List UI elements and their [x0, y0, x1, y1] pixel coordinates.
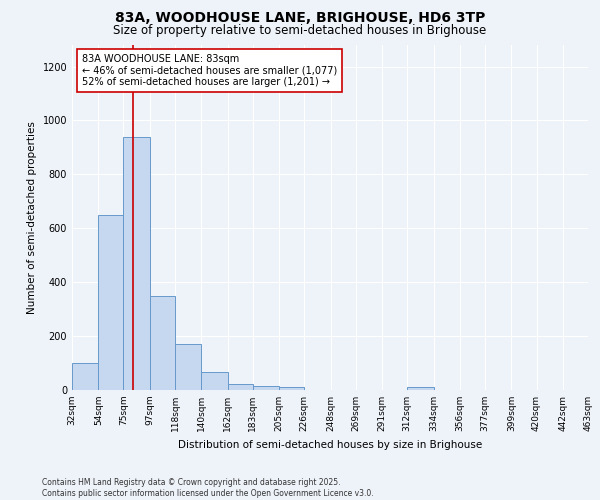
X-axis label: Distribution of semi-detached houses by size in Brighouse: Distribution of semi-detached houses by … — [178, 440, 482, 450]
Bar — [407, 387, 434, 390]
Bar — [175, 344, 201, 390]
Text: Contains HM Land Registry data © Crown copyright and database right 2025.
Contai: Contains HM Land Registry data © Crown c… — [42, 478, 374, 498]
Y-axis label: Number of semi-detached properties: Number of semi-detached properties — [27, 121, 37, 314]
Bar — [150, 296, 175, 390]
Text: 83A WOODHOUSE LANE: 83sqm
← 46% of semi-detached houses are smaller (1,077)
52% : 83A WOODHOUSE LANE: 83sqm ← 46% of semi-… — [82, 54, 338, 87]
Bar — [253, 386, 279, 390]
Text: Size of property relative to semi-detached houses in Brighouse: Size of property relative to semi-detach… — [113, 24, 487, 37]
Bar — [201, 372, 227, 390]
Bar — [72, 363, 98, 390]
Bar — [98, 215, 124, 390]
Bar — [279, 387, 304, 390]
Bar — [124, 136, 150, 390]
Bar — [227, 384, 253, 390]
Text: 83A, WOODHOUSE LANE, BRIGHOUSE, HD6 3TP: 83A, WOODHOUSE LANE, BRIGHOUSE, HD6 3TP — [115, 11, 485, 25]
